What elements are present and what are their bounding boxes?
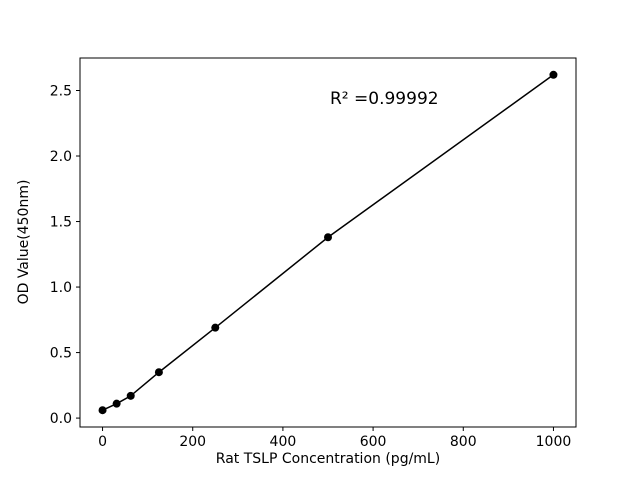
x-tick-label: 200 xyxy=(179,434,206,450)
data-point xyxy=(154,368,163,377)
x-tick-label: 1000 xyxy=(536,434,572,450)
x-tick-label: 0 xyxy=(98,434,107,450)
data-point xyxy=(549,70,558,79)
fit-line xyxy=(102,74,554,411)
plot-frame xyxy=(79,57,577,428)
y-tick-label: 0.0 xyxy=(50,411,72,427)
data-point xyxy=(324,233,332,242)
data-point xyxy=(98,406,107,415)
data-point xyxy=(211,323,220,332)
y-tick-label: 2.0 xyxy=(50,149,72,165)
data-point xyxy=(126,391,135,400)
y-tick-label: 0.5 xyxy=(50,346,72,362)
data-point xyxy=(112,399,121,408)
y-axis-label: OD Value(450nm) xyxy=(16,179,32,305)
x-tick-label: 800 xyxy=(450,434,477,450)
x-tick-label: 400 xyxy=(270,434,297,450)
y-tick-label: 1.5 xyxy=(50,215,72,231)
x-tick-label: 600 xyxy=(360,434,387,450)
x-axis-label: Rat TSLP Concentration (pg/mL) xyxy=(215,451,441,467)
y-tick-label: 1.0 xyxy=(50,280,72,296)
y-tick-label: 2.5 xyxy=(50,83,72,99)
r-squared-annotation: R² =0.99992 xyxy=(330,89,439,109)
